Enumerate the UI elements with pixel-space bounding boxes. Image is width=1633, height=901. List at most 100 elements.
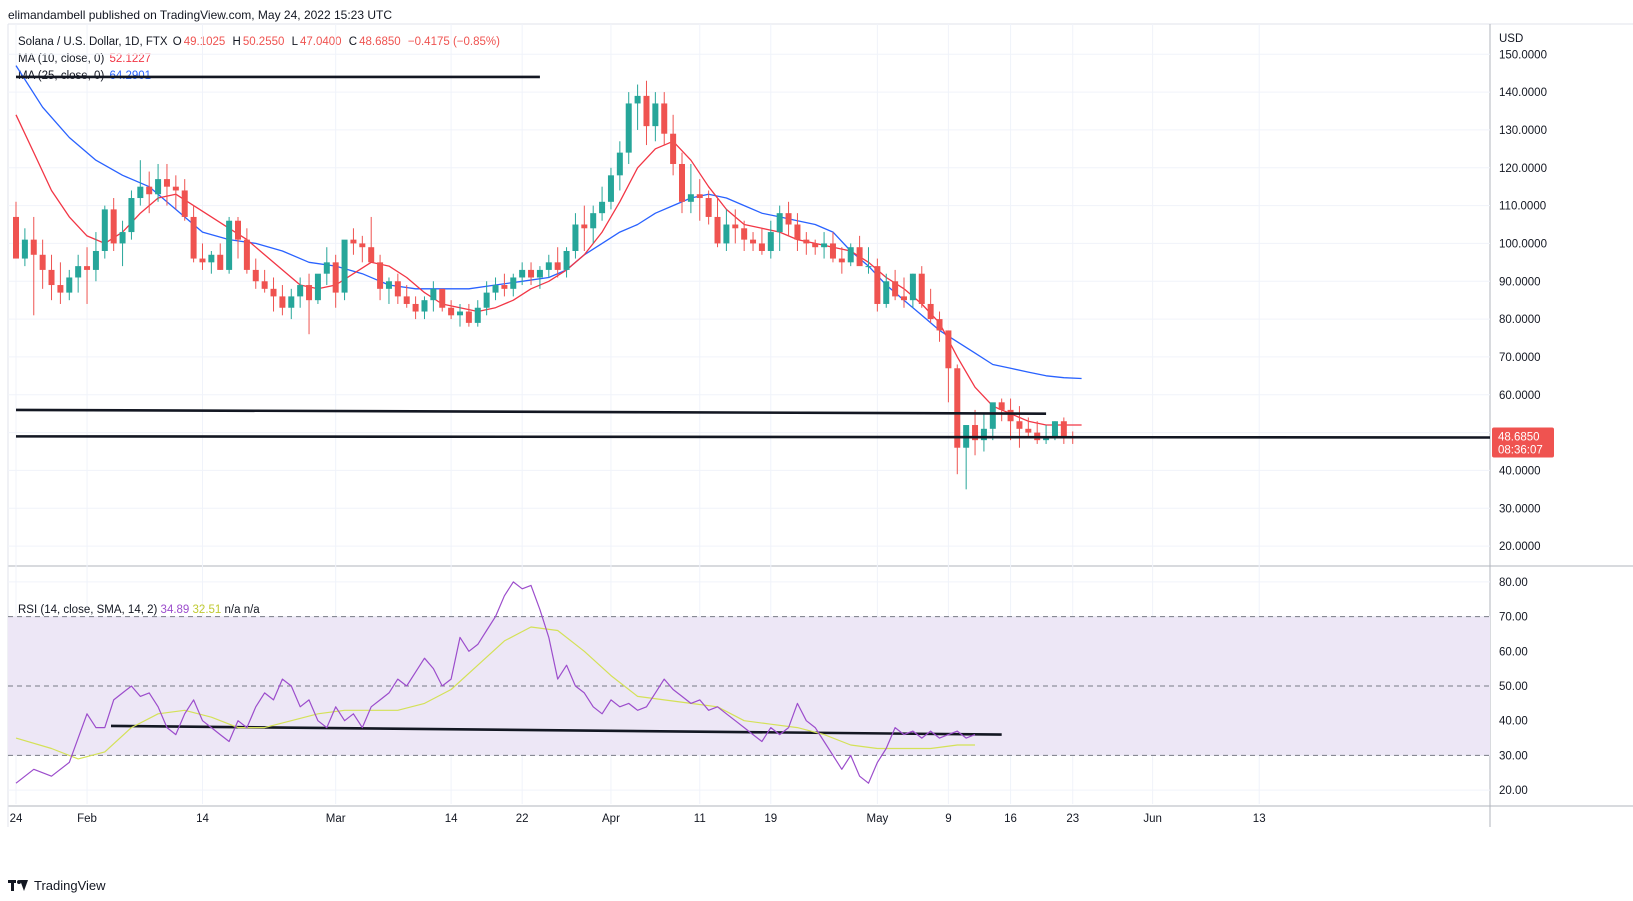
ohlc-open: O 49.1025 xyxy=(172,36,226,48)
candle-body xyxy=(172,186,179,191)
candle-body xyxy=(448,307,455,316)
symbol-legend[interactable]: Solana / U.S. Dollar, 1D, FTX O 49.1025 H… xyxy=(18,36,502,48)
candle-body xyxy=(927,303,934,320)
candle-body xyxy=(776,213,783,233)
candle-body xyxy=(563,250,570,270)
candle-body xyxy=(732,224,739,229)
candle-body xyxy=(137,186,144,199)
price-tick-label: 40.0000 xyxy=(1499,465,1541,477)
candle-body xyxy=(812,243,819,248)
candle-body xyxy=(252,269,259,282)
candle-body xyxy=(1025,428,1032,433)
time-tick-label: 14 xyxy=(445,813,458,825)
candles xyxy=(13,80,1076,490)
rsi-value: 34.89 xyxy=(160,604,190,616)
candle-body xyxy=(679,163,685,202)
candle-body xyxy=(21,239,28,259)
candle-body xyxy=(163,179,170,187)
rsi-tick-label: 40.00 xyxy=(1499,716,1528,728)
candle-body xyxy=(803,239,810,244)
candle-body xyxy=(643,95,650,127)
price-tag-price: 48.6850 xyxy=(1498,432,1540,444)
candle-body xyxy=(519,269,526,278)
time-tick-label: 14 xyxy=(196,813,209,825)
rsi-lines xyxy=(15,581,976,784)
candle-body xyxy=(412,303,419,312)
ohlc-change: −0.4175 (−0.85%) xyxy=(407,36,500,48)
candle-body xyxy=(670,133,677,164)
candle-body xyxy=(465,311,472,323)
candle-body xyxy=(297,285,304,297)
candle-body xyxy=(385,281,392,289)
price-tag: 48.6850 08:36:07 xyxy=(1492,427,1554,458)
candle-body xyxy=(785,213,792,225)
candle-body xyxy=(599,201,606,214)
candle-body xyxy=(430,288,437,301)
candle-body xyxy=(865,266,872,268)
rsi-sma-value: 32.51 xyxy=(192,604,222,616)
price-tick-label: 140.0000 xyxy=(1499,87,1547,99)
price-trendline xyxy=(15,408,1047,415)
candle-body xyxy=(368,247,375,263)
time-tick-label: 23 xyxy=(1066,813,1079,825)
candle-body xyxy=(101,209,108,251)
candle-body xyxy=(403,296,410,304)
rsi-series xyxy=(15,581,976,784)
candle-body xyxy=(84,266,91,270)
candle-body xyxy=(439,288,446,308)
candle-body xyxy=(892,281,899,297)
candle-body xyxy=(75,266,82,278)
candle-body xyxy=(341,239,348,293)
candle-body xyxy=(57,285,64,293)
tradingview-footer[interactable]: TradingView xyxy=(8,878,106,893)
candle-body xyxy=(918,273,925,304)
rsi-sma-series xyxy=(15,626,975,760)
candle-body xyxy=(1060,421,1067,437)
candle-body xyxy=(972,425,979,441)
price-tick-label: 130.0000 xyxy=(1499,125,1547,137)
candle-body xyxy=(457,311,463,316)
candle-body xyxy=(750,239,757,244)
time-tick-label: Mar xyxy=(326,813,346,825)
candle-body xyxy=(501,285,508,289)
candle-body xyxy=(359,243,366,248)
candle-body xyxy=(634,95,641,104)
price-tick-label: 80.0000 xyxy=(1499,314,1541,326)
ohlc-close: C 48.6850 xyxy=(348,36,401,48)
time-tick-label: 11 xyxy=(694,813,706,825)
candle-body xyxy=(661,103,668,134)
candle-body xyxy=(474,307,481,323)
rsi-label: RSI (14, close, SMA, 14, 2) xyxy=(18,604,158,616)
time-tick-label: Apr xyxy=(602,813,620,825)
candle-body xyxy=(909,273,916,301)
candle-body xyxy=(1016,421,1023,429)
ma10-legend[interactable]: MA (10, close, 0) 52.1227 xyxy=(18,53,153,65)
candle-body xyxy=(226,220,233,270)
candle-body xyxy=(554,262,561,270)
candle-body xyxy=(30,239,37,255)
candle-body xyxy=(572,224,579,251)
candle-body xyxy=(687,194,694,202)
time-tick-label: 16 xyxy=(1004,813,1017,825)
candle-body xyxy=(394,281,401,297)
candle-body xyxy=(545,262,552,270)
rsi-legend[interactable]: RSI (14, close, SMA, 14, 2) 34.89 32.51 … xyxy=(18,604,260,616)
time-tick-label: Jun xyxy=(1143,813,1162,825)
candle-body xyxy=(323,262,330,274)
candle-body xyxy=(829,243,836,259)
candle-body xyxy=(847,247,854,263)
candle-body xyxy=(1007,409,1014,422)
candle-body xyxy=(838,258,845,263)
candle-body xyxy=(616,152,623,176)
candle-body xyxy=(625,103,632,153)
candle-body xyxy=(767,232,774,251)
candle-body xyxy=(607,175,614,202)
candle-body xyxy=(821,243,828,248)
candle-body xyxy=(208,254,215,263)
candle-body xyxy=(350,239,357,244)
candle-body xyxy=(217,254,224,270)
candle-body xyxy=(235,220,241,240)
price-tick-label: 90.0000 xyxy=(1499,276,1541,288)
candle-body xyxy=(945,330,952,369)
